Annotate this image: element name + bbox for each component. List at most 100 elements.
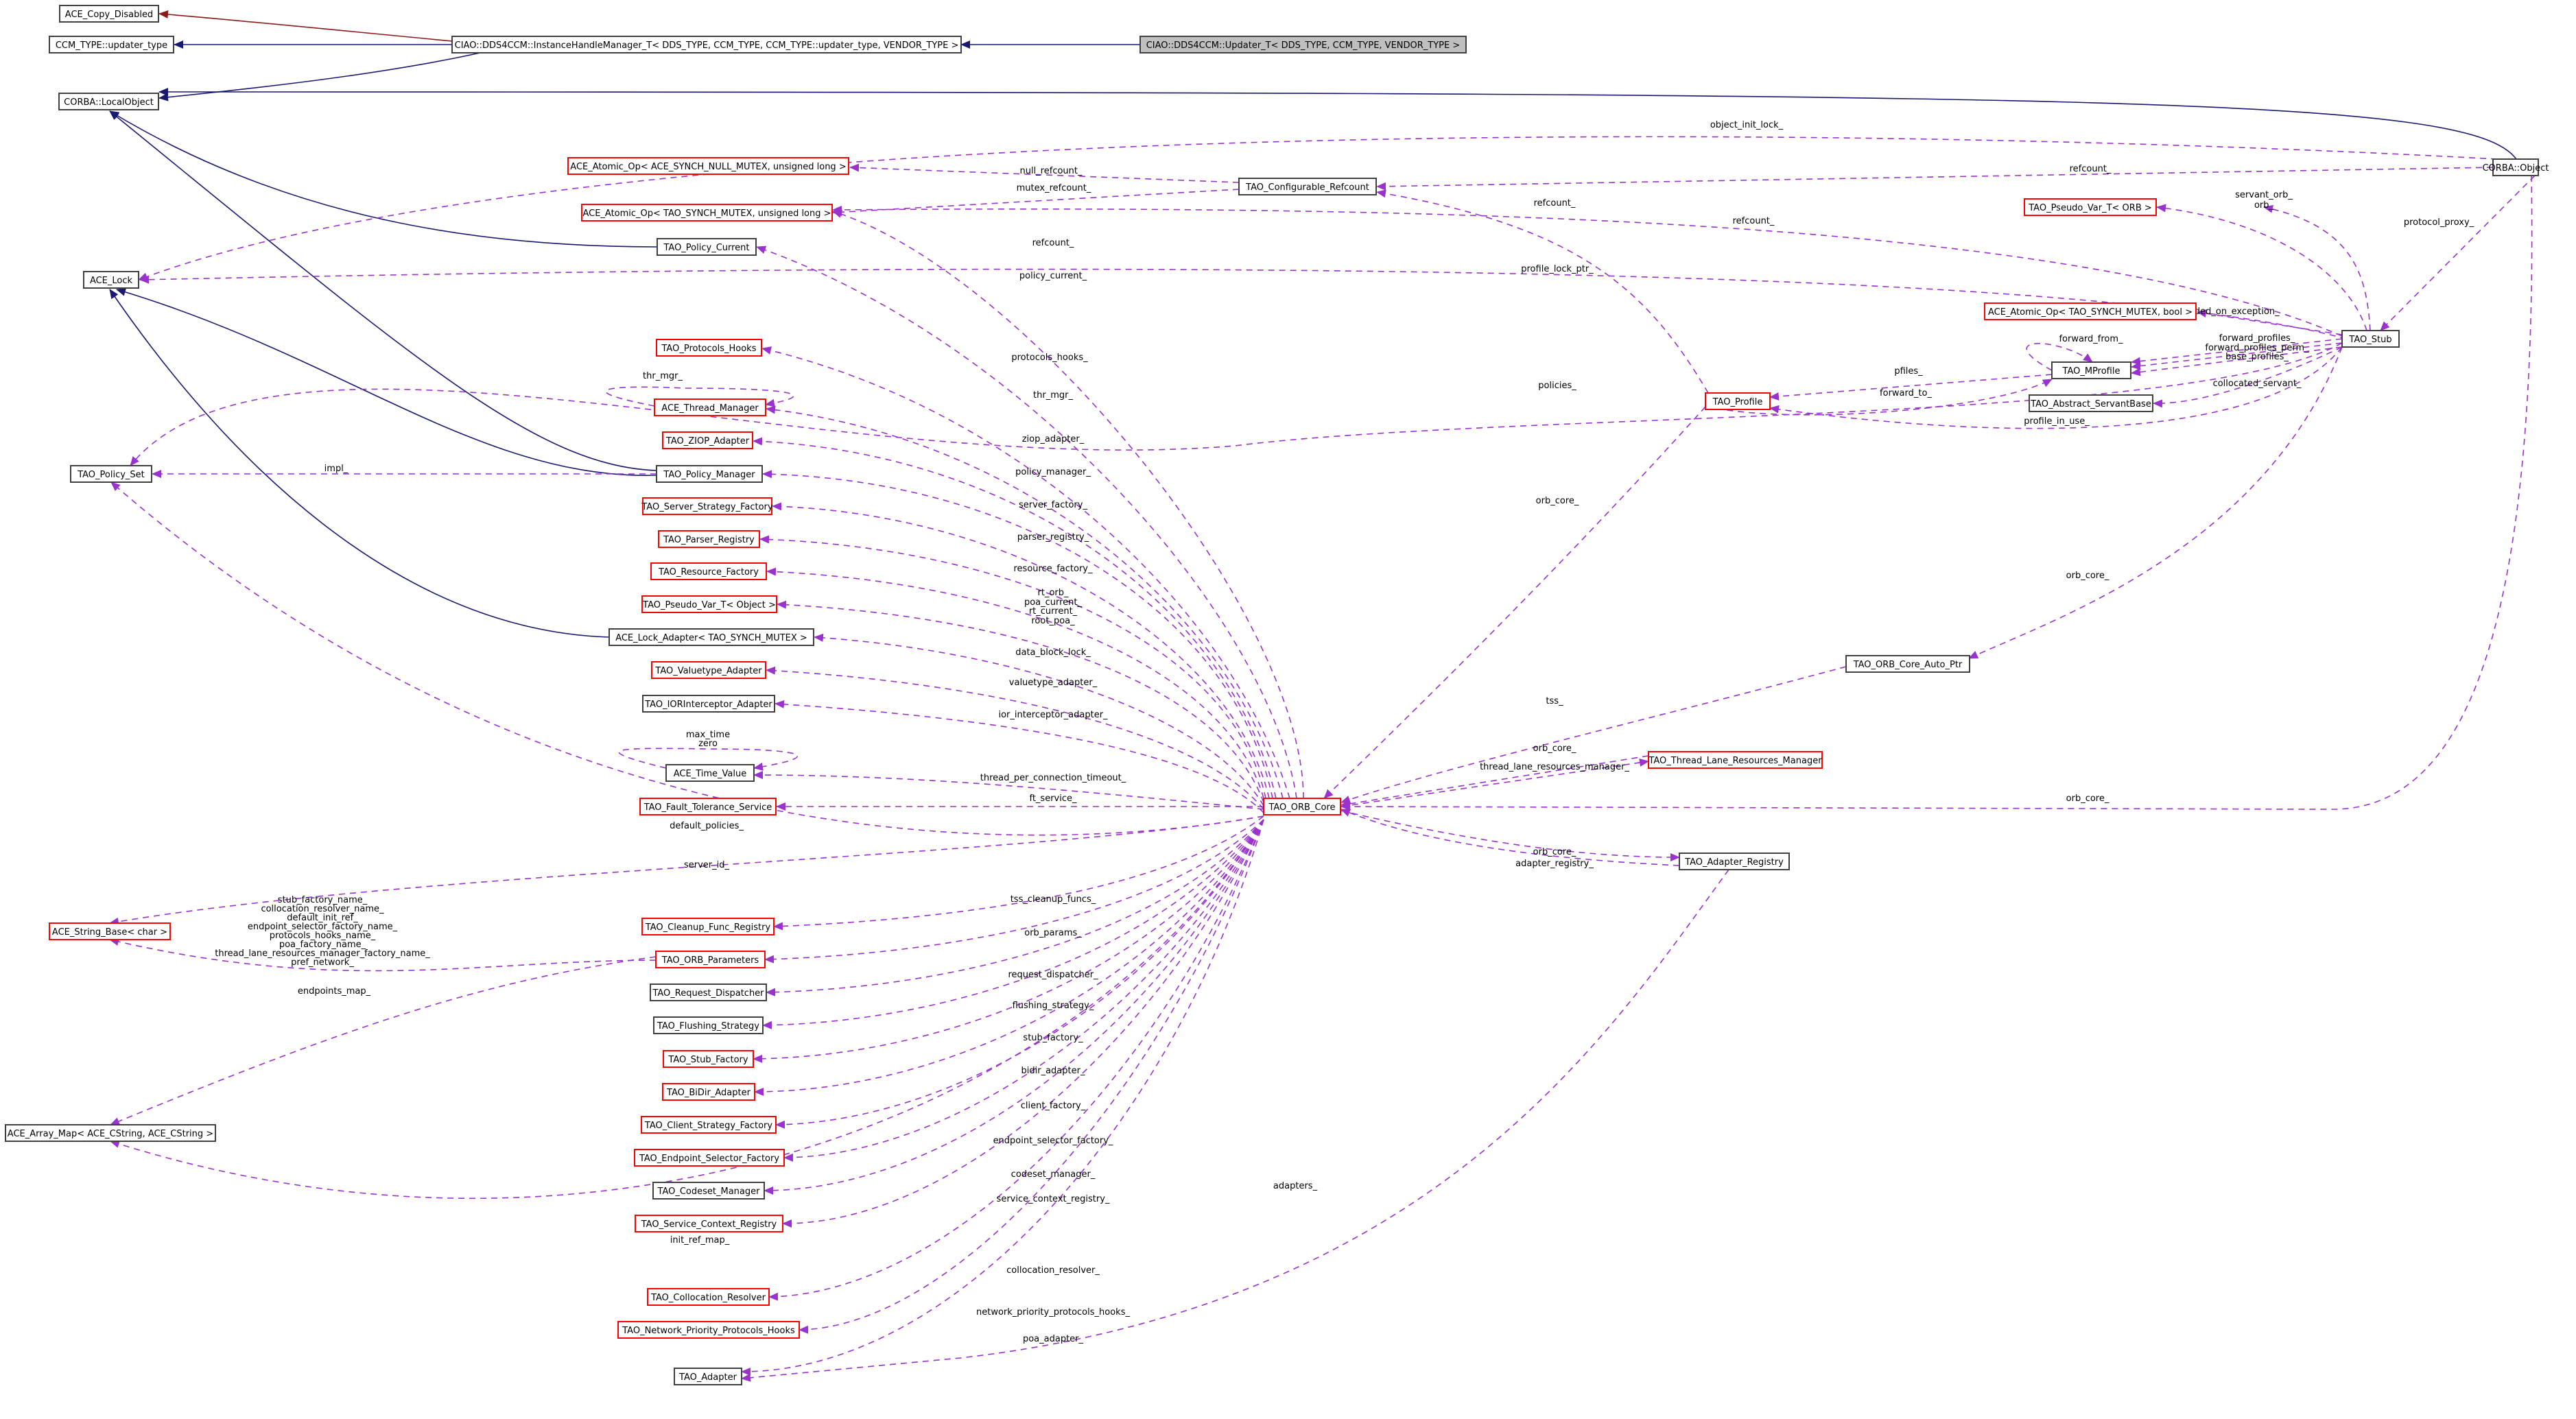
class-node-atomic-bool[interactable]: ACE_Atomic_Op< TAO_SYNCH_MUTEX, bool >: [1984, 302, 2197, 320]
class-node-corba-localobject[interactable]: CORBA::LocalObject: [58, 93, 159, 110]
class-node-atomic-null[interactable]: ACE_Atomic_Op< ACE_SYNCH_NULL_MUTEX, uns…: [567, 157, 849, 175]
class-node-label: CORBA::Object: [2482, 163, 2549, 174]
edge-label: pfiles_: [1894, 366, 1923, 377]
class-node-endpoint-selector-factory[interactable]: TAO_Endpoint_Selector_Factory: [634, 1149, 785, 1167]
class-node-ace-lock[interactable]: ACE_Lock: [83, 271, 139, 289]
usage-edge: [110, 956, 657, 1125]
usage-edge: [1340, 755, 1649, 808]
class-node-orb-parameters[interactable]: TAO_ORB_Parameters: [655, 951, 766, 968]
usage-edge: [1340, 809, 1680, 866]
edge-label: poa_adapter_: [1023, 1334, 1084, 1344]
class-node-collocation-resolver[interactable]: TAO_Collocation_Resolver: [647, 1288, 770, 1306]
class-node-box: [1238, 178, 1377, 195]
edge-label: data_block_lock_: [1015, 647, 1091, 658]
class-node-updater[interactable]: CIAO::DDS4CCM::Updater_T< DDS_TYPE, CCM_…: [1139, 36, 1467, 53]
edge-label: orb_params_: [1024, 928, 1082, 938]
class-node-protocols-hooks[interactable]: TAO_Protocols_Hooks: [656, 339, 762, 357]
class-node-box: [665, 764, 755, 782]
class-node-array-map[interactable]: ACE_Array_Map< ACE_CString, ACE_CString …: [5, 1124, 216, 1142]
class-node-time-value[interactable]: ACE_Time_Value: [665, 764, 755, 782]
class-node-network-priority-protocols-hooks[interactable]: TAO_Network_Priority_Protocols_Hooks: [617, 1321, 800, 1339]
class-node-box: [642, 695, 775, 713]
usage-edge: [109, 815, 1264, 926]
class-node-codeset-manager[interactable]: TAO_Codeset_Manager: [652, 1182, 765, 1200]
class-node-label: TAO_Policy_Manager: [663, 470, 755, 480]
class-node-flushing-strategy[interactable]: TAO_Flushing_Strategy: [653, 1016, 764, 1034]
class-node-abstract-servantbase[interactable]: TAO_Abstract_ServantBase: [2029, 394, 2153, 412]
class-node-ccm-type-updater[interactable]: CCM_TYPE::updater_type: [49, 36, 174, 53]
class-node-orb-core[interactable]: TAO_ORB_Core: [1263, 798, 1341, 815]
class-node-valuetype-adapter[interactable]: TAO_Valuetype_Adapter: [651, 661, 766, 679]
usage-edge: [110, 481, 1264, 836]
edge-label: thread_lane_resources_manager_factory_na…: [215, 949, 430, 959]
class-node-adapter-registry[interactable]: TAO_Adapter_Registry: [1679, 852, 1790, 870]
class-node-service-context-registry[interactable]: TAO_Service_Context_Registry: [635, 1215, 783, 1232]
class-node-request-dispatcher[interactable]: TAO_Request_Dispatcher: [650, 983, 767, 1001]
usage-edge: [764, 819, 1264, 964]
class-node-box: [654, 398, 766, 416]
class-node-box: [641, 1116, 777, 1134]
class-node-fault-tolerance-service[interactable]: TAO_Fault_Tolerance_Service: [639, 798, 777, 815]
edge-label: pref_network_: [291, 957, 354, 968]
inheritance-edge: [116, 287, 657, 476]
class-node-cleanup-func-registry[interactable]: TAO_Cleanup_Func_Registry: [641, 918, 775, 935]
class-node-tao-adapter[interactable]: TAO_Adapter: [674, 1368, 742, 1385]
class-node-resource-factory[interactable]: TAO_Resource_Factory: [650, 562, 767, 580]
edge-label: orb_core_: [2066, 794, 2110, 804]
class-node-label: TAO_Server_Strategy_Factory: [641, 502, 772, 512]
class-node-box: [451, 36, 962, 53]
edge-label: ior_interceptor_adapter_: [998, 710, 1108, 720]
class-node-bidir-adapter[interactable]: TAO_BiDir_Adapter: [662, 1083, 755, 1101]
class-node-label: ACE_Lock_Adapter< TAO_SYNCH_MUTEX >: [615, 633, 807, 643]
class-node-box: [634, 1149, 785, 1167]
class-node-orb-core-auto-ptr[interactable]: TAO_ORB_Core_Auto_Ptr: [1845, 655, 1970, 673]
class-node-box: [2492, 158, 2539, 176]
class-node-thread-lane-resources-manager[interactable]: TAO_Thread_Lane_Resources_Manager: [1648, 751, 1823, 769]
usage-edge: [130, 342, 2343, 466]
usage-edge: [766, 819, 1264, 997]
inheritance-edge: [109, 110, 657, 471]
class-node-label: TAO_Cleanup_Func_Registry: [645, 922, 771, 933]
usage-edge: [605, 386, 794, 407]
usage-edge: [1769, 374, 2053, 401]
edge-label: mutex_refcount_: [1017, 183, 1091, 193]
class-node-box: [581, 204, 833, 222]
class-node-label: TAO_Policy_Set: [77, 470, 145, 480]
class-node-box: [674, 1368, 742, 1385]
class-node-policy-set[interactable]: TAO_Policy_Set: [70, 465, 152, 483]
class-node-pseudo-var-orb[interactable]: TAO_Pseudo_Var_T< ORB >: [2024, 198, 2157, 216]
class-node-policy-manager[interactable]: TAO_Policy_Manager: [656, 465, 763, 483]
edge-label: network_priority_protocols_hooks_: [976, 1307, 1130, 1317]
class-node-atomic-tao-ul[interactable]: ACE_Atomic_Op< TAO_SYNCH_MUTEX, unsigned…: [581, 204, 833, 222]
class-node-label: TAO_Fault_Tolerance_Service: [643, 802, 772, 813]
class-node-label: TAO_IORInterceptor_Adapter: [644, 700, 772, 710]
class-node-thread-manager[interactable]: ACE_Thread_Manager: [654, 398, 766, 416]
usage-edge: [766, 666, 1264, 810]
class-node-ior-interceptor-adapter[interactable]: TAO_IORInterceptor_Adapter: [642, 695, 775, 713]
class-node-ziop-adapter[interactable]: TAO_ZIOP_Adapter: [662, 431, 753, 449]
class-node-label: TAO_ORB_Core: [1268, 802, 1335, 813]
usage-edge: [777, 600, 1264, 803]
class-node-corba-object[interactable]: CORBA::Object: [2482, 158, 2549, 176]
class-node-tao-mprofile[interactable]: TAO_MProfile: [2051, 361, 2131, 379]
class-node-parser-registry[interactable]: TAO_Parser_Registry: [658, 530, 760, 548]
class-node-configurable-refcount[interactable]: TAO_Configurable_Refcount: [1238, 178, 1377, 195]
class-node-label: ACE_String_Base< char >: [52, 927, 167, 938]
class-node-lock-adapter[interactable]: ACE_Lock_Adapter< TAO_SYNCH_MUTEX >: [608, 628, 814, 646]
usage-edge: [741, 819, 1264, 1376]
class-node-label: ACE_Thread_Manager: [661, 403, 759, 414]
edge-label: protocol_proxy_: [2404, 217, 2474, 228]
class-node-stub-factory[interactable]: TAO_Stub_Factory: [663, 1050, 754, 1068]
class-node-ace-copy-disabled[interactable]: ACE_Copy_Disabled: [59, 5, 159, 23]
class-node-client-strategy-factory[interactable]: TAO_Client_Strategy_Factory: [641, 1116, 777, 1134]
class-node-tao-profile[interactable]: TAO_Profile: [1705, 392, 1771, 410]
class-node-server-strategy-factory[interactable]: TAO_Server_Strategy_Factory: [641, 497, 773, 515]
class-node-label: TAO_Parser_Registry: [663, 535, 755, 545]
class-node-policy-current[interactable]: TAO_Policy_Current: [657, 238, 757, 256]
edge-label: client_factory_: [1021, 1101, 1086, 1111]
class-node-string-base[interactable]: ACE_String_Base< char >: [49, 922, 171, 940]
edge-label: collocation_resolver_name_: [261, 904, 384, 914]
class-node-ihm[interactable]: CIAO::DDS4CCM::InstanceHandleManager_T< …: [451, 36, 962, 53]
class-node-pseudo-var-object[interactable]: TAO_Pseudo_Var_T< Object >: [641, 595, 777, 613]
class-node-tao-stub[interactable]: TAO_Stub: [2341, 330, 2400, 348]
